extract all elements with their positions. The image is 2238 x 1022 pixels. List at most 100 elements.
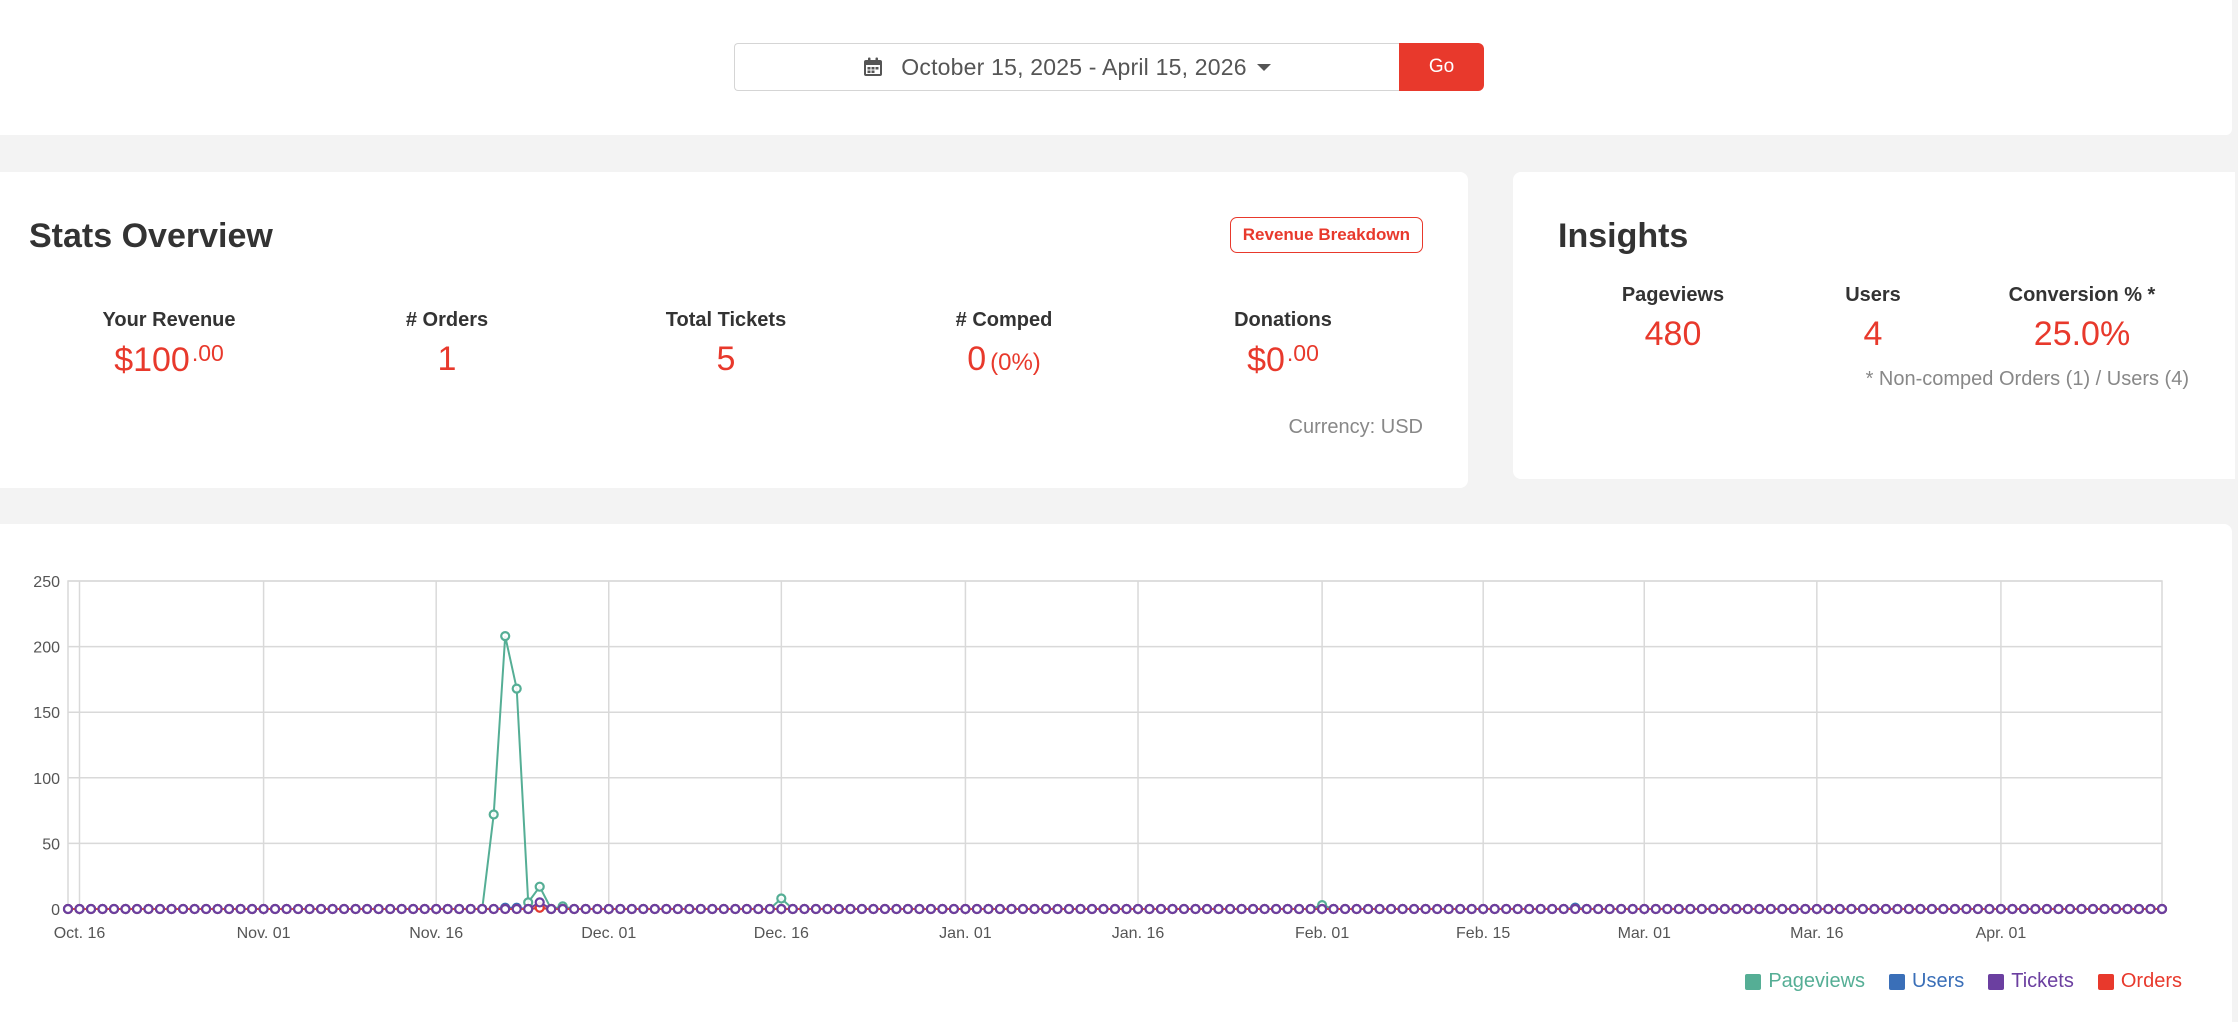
data-point-tickets [1489,903,1500,915]
stat-label: # Comped [955,309,1053,331]
data-point-pageviews [500,630,511,642]
chart-legend: Pageviews Users Tickets Orders [1745,970,2182,993]
data-point-pageviews [776,893,787,904]
data-point-tickets [1397,903,1408,915]
insight-label: Users [1845,284,1901,306]
data-point-tickets [1029,903,1040,915]
data-point-tickets [1247,903,1259,915]
data-point-tickets [1972,903,1984,915]
data-point-tickets [718,903,729,915]
data-point-pageviews [511,683,522,694]
stats-line-chart: 0 50 100 150 200 250 Oct. 16 Nov. 01 Nov. 16 Dec.… [33,574,2168,942]
data-point-tickets [1673,903,1684,915]
data-point-tickets [488,903,499,915]
stat-value: 1 [437,340,457,378]
data-point-tickets [1823,903,1834,915]
data-point-tickets [2122,903,2133,915]
data-point-tickets [695,903,706,915]
data-point-tickets [615,903,626,915]
go-button[interactable]: Go [1399,43,1484,91]
data-point-tickets [281,903,292,915]
stats-chart-card: 0 50 100 150 200 250 Oct. 16 Nov. 01 Nov. 16 Dec.… [0,524,2232,1022]
data-point-tickets [1466,903,1477,915]
y-tick-label: 200 [33,640,60,657]
data-point-tickets [1478,903,1489,915]
data-point-tickets [85,903,97,915]
data-point-tickets [1719,903,1730,915]
data-point-tickets [1432,903,1443,915]
data-point-tickets [1455,903,1466,915]
data-point-tickets [2064,903,2076,915]
data-point-tickets [1915,903,1926,915]
legend-item-users[interactable]: Users [1889,970,1964,993]
data-point-tickets [661,903,672,915]
data-point-tickets [1270,903,1282,915]
data-point-tickets [431,903,442,915]
series-line-pageviews [68,635,2162,911]
date-range-picker[interactable]: October 15, 2025 - April 15, 2026 [734,43,1399,91]
data-point-tickets [753,903,764,915]
data-point-tickets [131,903,143,915]
data-point-tickets [1535,903,1546,915]
data-point-tickets [1190,903,1201,915]
data-point-tickets [822,903,833,915]
legend-item-tickets[interactable]: Tickets [1988,970,2074,993]
data-point-tickets [2030,903,2041,915]
data-point-tickets [212,903,223,915]
data-point-tickets [1121,903,1132,915]
data-point-tickets [1408,903,1420,915]
x-tick-label: Dec. 01 [581,925,636,942]
insight-value: 4 [1863,315,1883,353]
data-point-tickets [2018,903,2030,915]
x-tick-label: Nov. 16 [409,925,463,942]
data-point-tickets [1593,903,1604,915]
stat-donations: Donations $0.00 [1163,309,1403,380]
data-point-tickets [856,903,868,915]
data-point-tickets [224,903,235,915]
data-point-tickets [327,903,338,915]
data-point-tickets [120,903,131,915]
data-point-tickets [925,903,937,915]
data-point-tickets [994,903,1006,915]
data-point-pageviews [488,809,499,820]
x-tick-label: Feb. 01 [1295,925,1349,942]
data-point-tickets [868,903,879,915]
revenue-breakdown-button[interactable]: Revenue Breakdown [1229,217,1423,253]
legend-item-orders[interactable]: Orders [2097,970,2182,993]
data-point-tickets [914,903,925,915]
data-point-tickets [1282,903,1293,915]
data-point-tickets [1339,903,1351,915]
x-tick-label: Mar. 16 [1790,925,1843,942]
data-point-tickets [1293,903,1305,915]
data-point-tickets [603,903,614,915]
data-point-tickets [1938,903,1949,915]
data-point-tickets [1662,903,1673,915]
insight-value: 25.0% [2033,315,2131,353]
calendar-icon [864,57,883,76]
insight-users: Users 4 [1763,284,1983,354]
data-point-tickets [166,903,177,915]
y-tick-label: 100 [33,771,60,788]
data-point-tickets [741,903,752,915]
data-point-tickets [1547,903,1558,915]
data-point-tickets [983,903,994,915]
data-point-tickets [1086,903,1098,915]
data-point-tickets [707,903,718,915]
data-point-tickets [1892,903,1903,915]
data-point-tickets [1075,903,1086,915]
legend-swatch [2097,973,2114,990]
data-point-tickets [1949,903,1961,915]
legend-item-pageviews[interactable]: Pageviews [1745,970,1865,993]
stat-orders: # Orders 1 [327,309,567,379]
data-point-tickets [534,897,545,908]
data-point-tickets [879,903,891,915]
data-point-tickets [143,903,154,915]
data-point-tickets [2110,903,2122,915]
data-point-tickets [1224,903,1236,915]
data-point-tickets [960,903,971,915]
x-tick-label: Feb. 15 [1456,925,1510,942]
data-point-tickets [339,903,350,915]
data-point-tickets [1305,903,1316,915]
data-point-tickets [1903,903,1915,915]
x-tick-label: Jan. 16 [1112,925,1165,942]
